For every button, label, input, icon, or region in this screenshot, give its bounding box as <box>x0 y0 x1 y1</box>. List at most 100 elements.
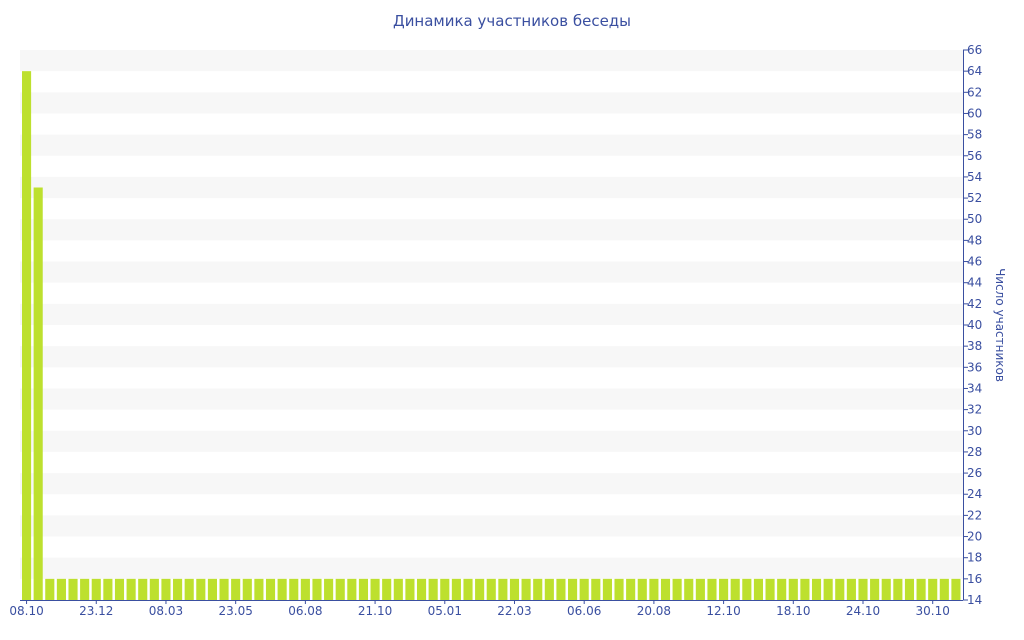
bar <box>80 578 90 600</box>
bar <box>173 578 183 600</box>
bar <box>544 578 554 600</box>
bar <box>951 578 961 600</box>
bar <box>684 578 694 600</box>
bar <box>33 187 43 600</box>
x-tick-label: 20.08 <box>637 604 671 618</box>
grid-band <box>20 92 963 114</box>
bar <box>846 578 856 600</box>
y-tick-label: 34 <box>967 381 982 395</box>
x-tick-label: 06.06 <box>567 604 601 618</box>
bar <box>811 578 822 600</box>
x-tick-label: 23.12 <box>79 604 113 618</box>
bar <box>358 578 369 600</box>
bar <box>753 578 764 600</box>
x-tick-label: 08.10 <box>9 604 43 618</box>
y-tick-label: 24 <box>967 487 982 501</box>
bar <box>324 578 334 600</box>
bar <box>916 578 926 600</box>
bar <box>382 578 392 600</box>
bar <box>730 578 740 600</box>
bar <box>719 578 729 600</box>
bar <box>277 578 287 600</box>
grid-band <box>20 176 963 199</box>
grid-band <box>20 50 963 72</box>
bar <box>428 578 438 600</box>
bar <box>602 578 612 600</box>
y-tick-label: 66 <box>967 43 982 57</box>
y-tick-label: 48 <box>967 233 982 247</box>
bar <box>405 578 415 600</box>
y-tick-label: 56 <box>967 149 982 163</box>
y-tick-label: 40 <box>967 318 982 332</box>
y-tick-label: 30 <box>967 424 982 438</box>
y-axis-label: Число участников <box>993 268 1007 382</box>
bar <box>149 578 159 600</box>
bar <box>649 578 659 600</box>
x-tick-label: 22.03 <box>497 604 531 618</box>
y-tick-label: 54 <box>967 170 982 184</box>
x-tick-label: 12.10 <box>706 604 740 618</box>
bar <box>56 578 66 600</box>
bar <box>242 578 252 600</box>
bar <box>196 578 206 600</box>
y-tick-label: 64 <box>967 64 982 78</box>
bar <box>939 578 949 600</box>
y-tick-label: 20 <box>967 530 982 544</box>
bar <box>707 578 717 600</box>
bar <box>591 578 601 600</box>
bar <box>509 578 520 600</box>
y-tick-label: 18 <box>967 551 982 565</box>
y-tick-label: 26 <box>967 466 982 480</box>
grid-band <box>20 557 963 579</box>
x-tick-label: 18.10 <box>776 604 810 618</box>
bar <box>800 578 810 600</box>
bar <box>300 578 310 600</box>
bar <box>765 578 775 600</box>
x-tick-label: 30.10 <box>916 604 950 618</box>
bar <box>858 578 868 600</box>
bar <box>626 578 636 600</box>
grid-band <box>20 473 963 495</box>
bar <box>486 578 496 600</box>
bar <box>184 578 194 600</box>
y-tick-label: 58 <box>967 128 982 142</box>
y-tick-label: 46 <box>967 255 982 269</box>
chart-title: Динамика участников беседы <box>392 12 632 30</box>
bar <box>22 71 32 600</box>
bar <box>568 578 578 600</box>
bar <box>614 578 624 600</box>
bar <box>440 578 450 600</box>
bar <box>521 578 531 600</box>
bar <box>463 578 473 600</box>
y-tick-label: 14 <box>967 593 982 607</box>
y-tick-label: 50 <box>967 212 982 226</box>
y-tick-label: 44 <box>967 276 982 290</box>
bar <box>533 578 543 600</box>
x-tick-label: 06.08 <box>288 604 322 618</box>
y-tick-label: 16 <box>967 572 982 586</box>
grid-band <box>20 388 963 410</box>
bar <box>579 578 589 600</box>
bar <box>637 578 647 600</box>
bar <box>219 578 229 600</box>
bar <box>289 578 299 600</box>
grid-band <box>20 134 963 156</box>
bar <box>207 578 217 600</box>
bar <box>416 578 427 600</box>
bar <box>254 578 264 600</box>
y-tick-label: 22 <box>967 508 982 522</box>
grid-band <box>20 346 963 368</box>
y-tick-label: 60 <box>967 106 982 120</box>
bar <box>126 578 136 600</box>
y-tick-label: 36 <box>967 360 982 374</box>
bar <box>103 578 113 600</box>
bar <box>777 578 787 600</box>
x-tick-label: 08.03 <box>149 604 183 618</box>
bar <box>370 578 380 600</box>
y-tick-label: 32 <box>967 403 982 417</box>
bar <box>672 578 682 600</box>
bar <box>335 578 345 600</box>
bar <box>265 578 276 600</box>
bar <box>393 578 403 600</box>
bar <box>928 578 938 600</box>
